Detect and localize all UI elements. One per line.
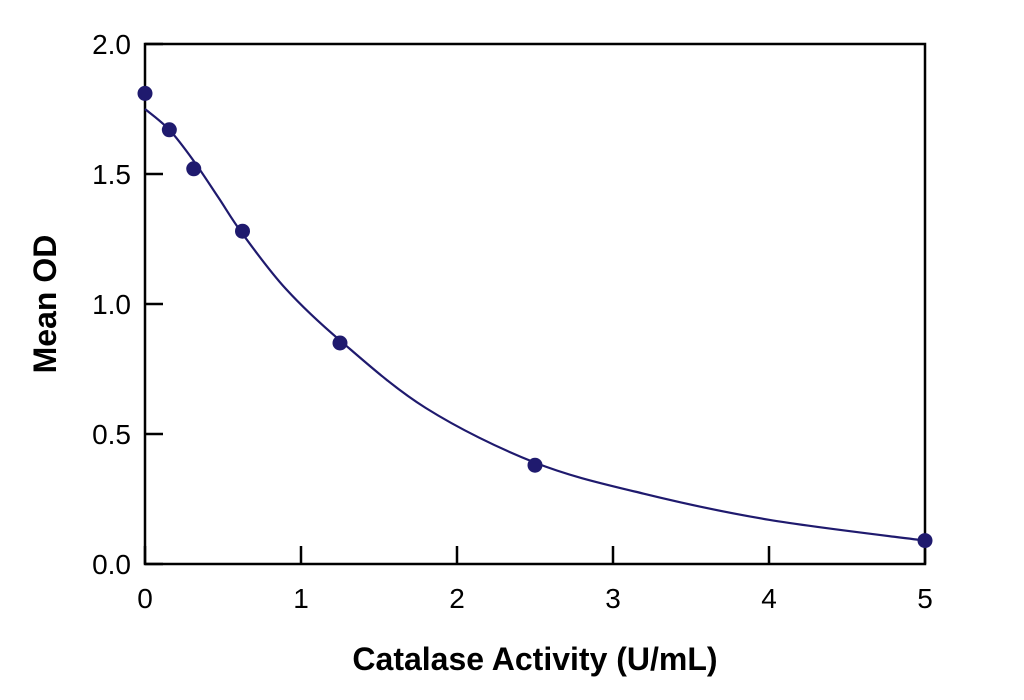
data-point <box>137 85 153 101</box>
data-point <box>235 223 250 239</box>
data-point <box>527 457 543 473</box>
x-tick-label: 5 <box>917 583 933 614</box>
fit-curve <box>144 108 926 542</box>
data-point <box>917 533 933 549</box>
x-tick-label: 2 <box>449 583 465 614</box>
x-tick-label: 1 <box>293 583 309 614</box>
x-tick-label: 3 <box>605 583 621 614</box>
data-point <box>186 161 202 177</box>
x-tick-label: 4 <box>761 583 777 614</box>
data-point <box>332 335 348 351</box>
y-axis-title: Mean OD <box>27 235 63 374</box>
y-tick-label: 2.0 <box>92 29 131 60</box>
y-tick-label: 1.5 <box>92 159 131 190</box>
y-tick-label: 0.5 <box>92 419 131 450</box>
y-tick-label: 0.0 <box>92 549 131 580</box>
y-tick-label: 1.0 <box>92 289 131 320</box>
data-point <box>161 122 177 138</box>
x-axis-title: Catalase Activity (U/mL) <box>352 641 717 677</box>
x-tick-label: 0 <box>137 583 153 614</box>
plot-frame <box>143 42 927 566</box>
